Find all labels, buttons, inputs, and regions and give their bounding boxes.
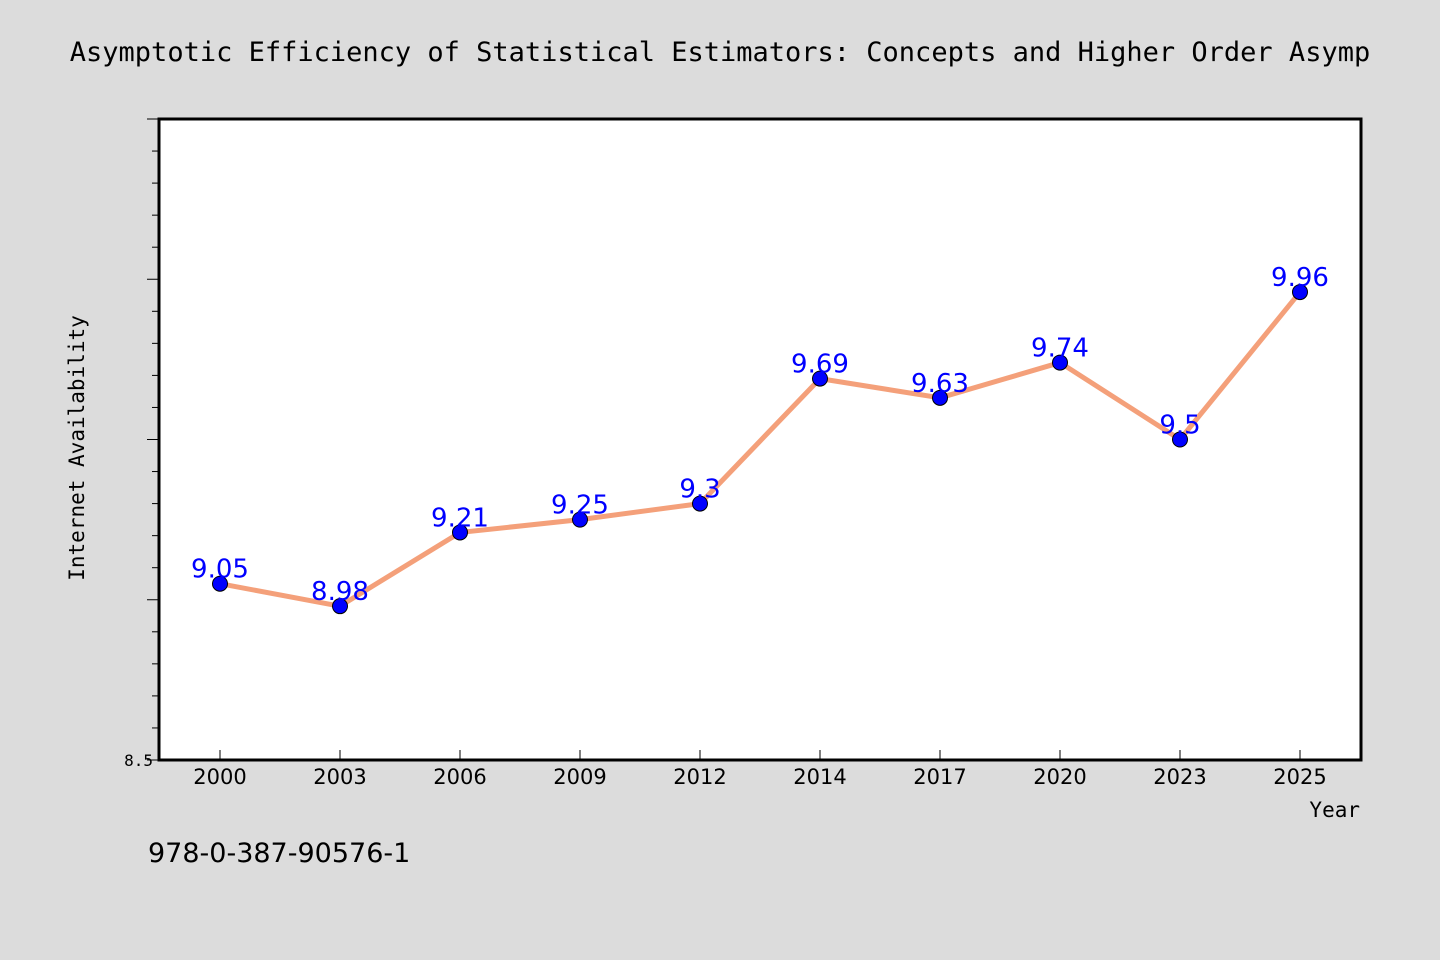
series-line — [219, 290, 1302, 609]
data-label: 9.74 — [1031, 334, 1089, 364]
data-label: 9.96 — [1271, 263, 1329, 293]
data-point — [932, 389, 948, 406]
data-point — [1292, 284, 1308, 301]
x-tick-label: 2006 — [433, 765, 486, 789]
x-tick-label: 2012 — [673, 765, 726, 789]
chart-title: Asymptotic Efficiency of Statistical Est… — [70, 37, 1370, 68]
x-tick-label: 2009 — [553, 765, 606, 789]
x-axis-ticks: 2000 2003 2006 2009 2012 2014 2017 2020 2023 2025 — [193, 750, 1327, 789]
y-axis-label: Internet Availability — [65, 315, 89, 581]
x-tick-label: 2000 — [193, 765, 246, 789]
x-axis-label: Year — [1309, 798, 1360, 822]
x-tick-label: 2003 — [313, 765, 366, 789]
data-labels-layer: 9.05 8.98 9.21 9.25 9.3 9.69 9.63 9.74 9.5 9.96 — [191, 263, 1329, 607]
x-tick-label: 2025 — [1273, 765, 1326, 789]
data-point — [812, 370, 828, 387]
data-point — [212, 575, 228, 592]
x-tick-label: 2020 — [1033, 765, 1086, 789]
data-label: 9.05 — [191, 555, 249, 585]
footer-isbn: 978-0-387-90576-1 — [148, 838, 410, 869]
data-label: 9.25 — [551, 491, 609, 521]
x-tick-label: 2014 — [793, 765, 846, 789]
data-label: 8.98 — [311, 577, 369, 607]
data-point — [452, 524, 468, 541]
data-label: 9.63 — [911, 369, 969, 399]
data-point — [572, 511, 588, 528]
x-tick-label: 2017 — [913, 765, 966, 789]
data-label: 9.21 — [431, 503, 489, 533]
data-point — [1172, 431, 1188, 448]
data-label: 9.5 — [1159, 411, 1200, 441]
data-point — [692, 495, 708, 512]
data-label: 9.3 — [679, 475, 720, 505]
x-tick-label: 2023 — [1153, 765, 1206, 789]
y-tick-label: 8.5 — [124, 751, 153, 770]
series-layer — [212, 284, 1308, 615]
data-point — [332, 598, 348, 615]
data-point — [1052, 354, 1068, 371]
y-axis-ticks: 8.5 — [124, 118, 159, 770]
data-label: 9.69 — [791, 350, 849, 380]
